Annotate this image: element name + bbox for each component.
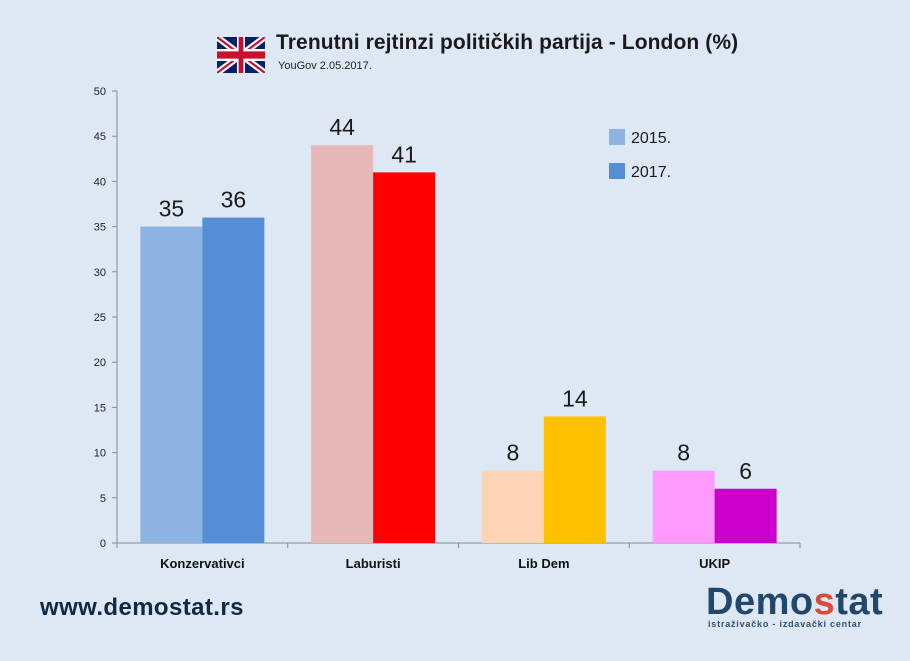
bar (714, 488, 777, 543)
y-tick-label: 30 (94, 267, 106, 279)
logo-text-accent: s (813, 581, 836, 623)
data-label: 8 (677, 440, 690, 466)
data-label: 6 (739, 458, 752, 484)
y-tick-label: 45 (94, 131, 106, 143)
legend-label: 2017. (631, 164, 671, 181)
legend-label: 2015. (631, 130, 671, 147)
y-tick-label: 0 (100, 538, 106, 550)
chart-title: Trenutni rejtinzi političkih partija - L… (276, 31, 739, 54)
x-tick-label: Lib Dem (518, 556, 569, 571)
y-tick-label: 35 (94, 222, 106, 234)
bar (140, 226, 203, 543)
bar (202, 217, 265, 543)
logo-text-part3: tat (835, 581, 884, 623)
data-label: 8 (506, 440, 519, 466)
x-tick-label: UKIP (699, 556, 730, 571)
y-tick-label: 5 (100, 493, 106, 505)
data-label: 41 (391, 141, 417, 167)
y-tick-label: 20 (94, 357, 106, 369)
x-tick-label: Konzervativci (160, 556, 245, 571)
x-tick-label: Laburisti (346, 556, 401, 571)
data-label: 44 (329, 114, 355, 140)
data-label: 36 (221, 187, 247, 213)
logo-text-part1: Demo (706, 581, 814, 623)
uk-flag-icon (217, 37, 265, 73)
y-tick-label: 25 (94, 312, 106, 324)
bar (373, 172, 436, 544)
demostat-logo: Demostat (706, 581, 883, 624)
bar (543, 416, 606, 543)
website-link[interactable]: www.demostat.rs (40, 594, 244, 621)
bar (652, 470, 715, 543)
legend-swatch (609, 163, 625, 179)
bar (481, 470, 544, 543)
y-tick-label: 50 (94, 86, 106, 98)
legend-swatch (609, 129, 625, 145)
bar (311, 145, 374, 544)
y-tick-label: 15 (94, 402, 106, 414)
data-label: 35 (159, 196, 185, 222)
chart-subtitle: YouGov 2.05.2017. (278, 60, 372, 72)
data-label: 14 (562, 385, 588, 411)
y-tick-label: 10 (94, 448, 106, 460)
y-tick-label: 40 (94, 176, 106, 188)
logo-tagline: istraživačko - izdavački centar (708, 619, 862, 629)
